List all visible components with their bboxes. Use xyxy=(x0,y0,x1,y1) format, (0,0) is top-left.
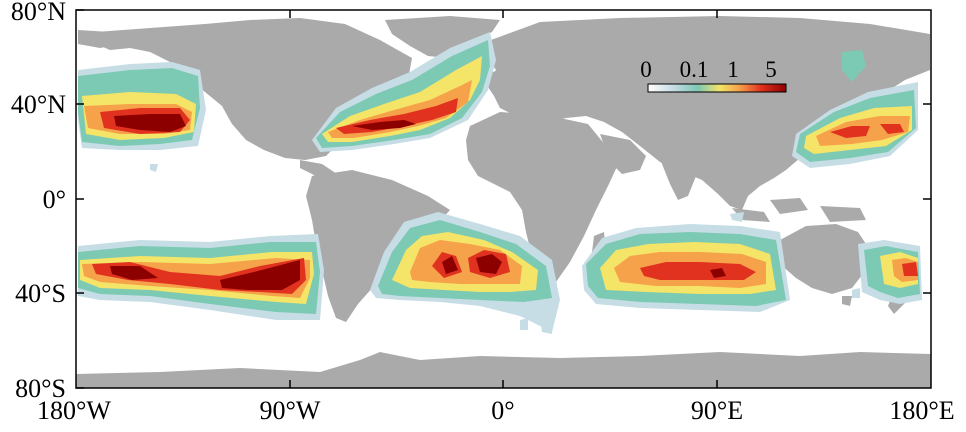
land-india xyxy=(660,140,702,200)
region-north-pacific-east xyxy=(792,82,918,168)
speckle-4 xyxy=(730,212,744,222)
land-indonesia-2 xyxy=(770,198,808,214)
land-africa xyxy=(466,112,620,282)
colorbar-tick-0-1: 0.1 xyxy=(679,57,709,82)
lat-label-40s: 40°S xyxy=(15,279,66,308)
region-south-indian xyxy=(582,224,790,312)
speckle-5 xyxy=(852,288,860,298)
lat-label-0: 0° xyxy=(42,185,66,214)
land-alaska xyxy=(78,30,120,48)
axis-ticks xyxy=(76,9,931,389)
lon-label-180w: 180°W xyxy=(37,396,111,425)
colorbar xyxy=(647,83,787,93)
land-arabia xyxy=(600,134,646,174)
land-australia xyxy=(780,224,870,294)
lat-label-80s: 80°S xyxy=(15,374,66,403)
region-north-atlantic xyxy=(312,32,496,152)
lon-label-90e: 90°E xyxy=(690,396,744,425)
lat-label-80n: 80°N xyxy=(10,0,66,26)
land-masses xyxy=(76,16,931,388)
lat-label-40n: 40°N xyxy=(10,90,66,119)
land-greenland xyxy=(385,16,500,58)
speckle-1 xyxy=(150,164,158,172)
colorbar-gradient xyxy=(647,83,787,93)
land-antarctica xyxy=(76,352,931,388)
map-plot-area xyxy=(76,16,931,388)
colorbar-tick-0: 0 xyxy=(640,57,652,82)
intensity-contours xyxy=(78,32,922,334)
region-south-pacific xyxy=(78,234,324,320)
speckle-3 xyxy=(540,316,552,334)
land-tasmania xyxy=(842,296,852,306)
land-eurasia xyxy=(480,16,930,210)
colorbar-tick-1: 1 xyxy=(727,57,739,82)
land-indochina xyxy=(720,150,756,200)
colorbar-tick-5: 5 xyxy=(765,57,777,82)
speckle-2 xyxy=(520,318,528,330)
region-tasman xyxy=(858,240,922,304)
region-south-atlantic xyxy=(370,212,560,332)
lon-label-180e: 180°E xyxy=(889,396,955,425)
region-north-pacific-west xyxy=(78,62,206,150)
lon-label-90w: 90°W xyxy=(259,396,321,425)
land-south-america xyxy=(306,170,450,322)
region-bering-patch xyxy=(842,50,866,82)
land-new-guinea xyxy=(820,206,866,222)
lon-label-0: 0° xyxy=(491,396,515,425)
